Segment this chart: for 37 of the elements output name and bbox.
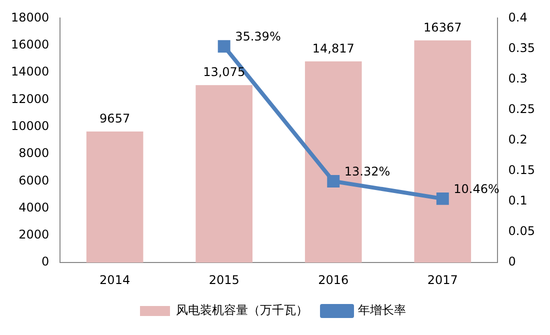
- y-tick-label: 2000: [18, 228, 50, 242]
- y-tick-label: 0: [42, 254, 50, 269]
- y2-tick-label: 0.3: [508, 71, 528, 86]
- y-tick-label: 14000: [10, 64, 50, 79]
- data-label: 13.32%: [344, 164, 390, 178]
- data-label: 35.39%: [235, 29, 281, 44]
- y2-tick-label: 0.35: [508, 40, 535, 55]
- x-tick-label: 2016: [318, 272, 349, 287]
- legend-label: 风电装机容量（万千瓦）: [176, 303, 308, 318]
- y2-tick-label: 0.4: [508, 10, 528, 24]
- point: [218, 40, 230, 53]
- y-tick-label: 10000: [10, 118, 50, 133]
- data-label: 16367: [424, 20, 462, 34]
- data-label: 13,075: [203, 65, 246, 80]
- bar: [196, 85, 252, 263]
- y2-tick-label: 0.25: [508, 102, 535, 116]
- y-tick-label: 12000: [10, 92, 50, 106]
- data-label: 10.46%: [454, 182, 500, 196]
- y2-tick-label: 0.15: [508, 163, 535, 178]
- y-tick-label: 8000: [18, 146, 50, 160]
- bar: [86, 131, 144, 263]
- legend-label: 年增长率: [358, 303, 406, 318]
- y-tick-label: 4000: [18, 200, 50, 214]
- y2-tick-label: 0: [508, 254, 516, 269]
- x-tick-label: 2015: [208, 272, 240, 287]
- x-tick-label: 2017: [427, 272, 458, 287]
- point: [327, 174, 340, 188]
- y-tick-label: 6000: [18, 173, 50, 188]
- y-tick-label: 18000: [10, 10, 50, 24]
- y2-tick-label: 0.1: [508, 194, 528, 208]
- x-tick-label: 2014: [100, 272, 130, 287]
- data-label: 9657: [100, 112, 130, 126]
- y-tick-label: 16000: [10, 37, 50, 52]
- data-label: 14,817: [312, 42, 354, 56]
- point: [436, 192, 449, 205]
- y2-tick-label: 0.05: [508, 224, 535, 238]
- y2-tick-label: 0.2: [508, 132, 528, 147]
